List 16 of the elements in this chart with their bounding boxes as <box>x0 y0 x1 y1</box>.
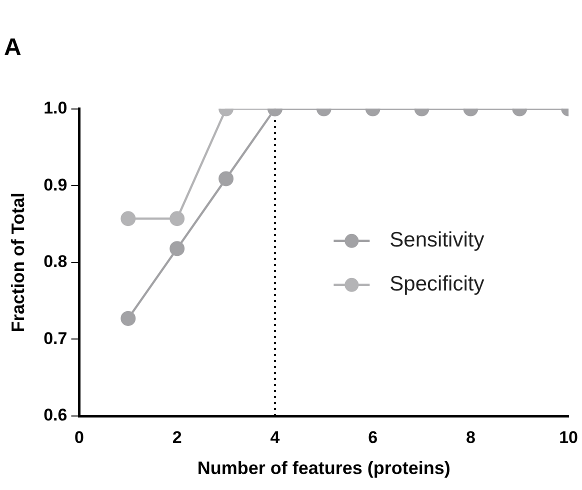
y-tick-label: 0.9 <box>44 175 68 194</box>
legend-label: Specificity <box>390 272 485 296</box>
y-axis-title: Fraction of Total <box>8 192 28 332</box>
x-tick-label: 0 <box>74 428 84 447</box>
y-tick-label: 0.7 <box>44 328 68 348</box>
y-tick-label: 1.0 <box>44 98 68 118</box>
legend-label: Sensitivity <box>390 228 485 252</box>
chart-title: A <box>4 34 22 62</box>
x-tick-label: 8 <box>466 428 476 447</box>
x-axis-title: Number of features (proteins) <box>197 458 450 478</box>
x-tick-label: 10 <box>559 428 578 447</box>
x-tick-label: 6 <box>368 428 378 447</box>
x-tick-label: 4 <box>270 428 280 447</box>
y-tick-label: 0.6 <box>44 406 68 425</box>
x-tick-label: 2 <box>172 428 182 447</box>
y-tick-label: 0.8 <box>44 252 68 272</box>
